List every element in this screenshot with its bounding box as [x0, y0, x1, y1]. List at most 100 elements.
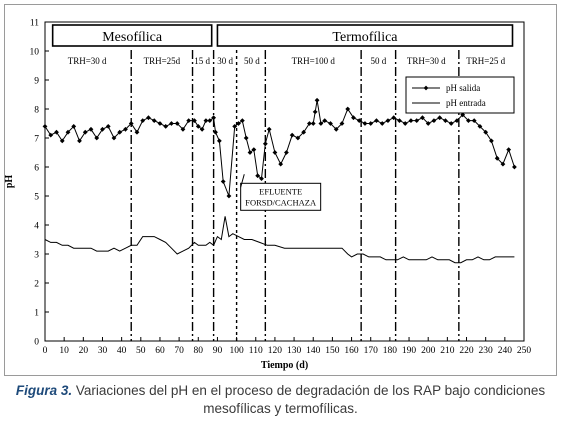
x-tick-label: 40 — [117, 346, 127, 356]
x-tick-label: 20 — [79, 346, 89, 356]
period-label: 50 d — [244, 56, 260, 66]
data-point — [134, 129, 140, 135]
data-point — [310, 121, 316, 126]
series-line — [44, 100, 515, 197]
legend-box — [405, 76, 515, 114]
data-point — [448, 121, 454, 126]
data-point — [500, 161, 506, 167]
data-point — [397, 118, 402, 123]
x-tick-label: 230 — [479, 346, 494, 356]
data-point — [94, 135, 100, 141]
phase-box — [216, 24, 514, 47]
legend-entry: pH salida — [446, 83, 480, 93]
data-point — [318, 121, 324, 126]
data-point — [339, 121, 345, 126]
data-point — [402, 121, 408, 126]
caption-text: Variaciones del pH en el proceso de degr… — [72, 383, 546, 416]
data-point — [226, 193, 232, 199]
phase-label: Termofílica — [332, 30, 398, 45]
data-point — [420, 115, 425, 121]
x-tick-label: 70 — [174, 346, 184, 356]
x-tick-label: 50 — [136, 346, 146, 356]
data-point — [278, 161, 284, 167]
x-tick-label: 140 — [306, 346, 321, 356]
period-label: TRH=30 d — [407, 56, 446, 66]
data-point — [272, 150, 278, 155]
data-point — [295, 135, 301, 141]
x-tick-label: 100 — [229, 346, 244, 356]
period-label: 30 d — [217, 56, 233, 66]
data-point — [239, 118, 245, 123]
phase-box — [51, 24, 213, 47]
figure-label: Figura 3. — [15, 383, 73, 398]
y-tick-label: 0 — [34, 338, 39, 348]
data-point — [345, 106, 351, 112]
annotation-text: EFLUENTE — [259, 186, 302, 196]
chart-frame — [4, 4, 557, 376]
data-point — [232, 124, 238, 129]
annotation-text: FORSD/CACHAZA — [245, 197, 317, 207]
y-tick-label: 4 — [34, 222, 39, 232]
x-tick-label: 130 — [287, 346, 302, 356]
y-tick-label: 7 — [34, 135, 39, 145]
data-point — [157, 121, 163, 126]
data-point — [77, 138, 82, 144]
period-label: TRH=30 d — [68, 56, 107, 66]
data-point — [454, 118, 460, 123]
x-tick-label: 110 — [249, 346, 263, 356]
data-point — [425, 121, 431, 126]
data-point — [59, 138, 65, 144]
data-point — [314, 97, 320, 103]
data-point — [437, 115, 443, 121]
legend-entry: pH entrada — [446, 98, 486, 108]
x-tick-label: 210 — [440, 346, 455, 356]
data-point — [251, 147, 257, 152]
x-tick-label: 170 — [364, 346, 379, 356]
series-line — [44, 216, 515, 264]
data-point — [284, 150, 289, 155]
data-point — [105, 124, 111, 129]
data-point — [207, 118, 213, 123]
x-tick-label: 160 — [344, 346, 359, 356]
data-point — [312, 109, 318, 115]
y-axis-label: pH — [4, 175, 15, 189]
data-point — [216, 138, 222, 144]
x-tick-label: 30 — [98, 346, 108, 356]
x-tick-label: 10 — [59, 346, 69, 356]
data-point — [111, 135, 117, 141]
data-point — [408, 118, 414, 123]
data-point — [54, 129, 59, 135]
data-point — [506, 147, 512, 152]
data-point — [414, 118, 420, 123]
data-point — [262, 141, 268, 147]
y-tick-label: 3 — [34, 251, 39, 261]
phase-label: Mesofílica — [102, 30, 163, 45]
data-point — [385, 118, 391, 123]
data-point — [266, 126, 272, 132]
x-tick-label: 200 — [421, 346, 436, 356]
period-label: 50 d — [371, 56, 387, 66]
data-point — [243, 135, 249, 141]
y-tick-label: 10 — [30, 48, 40, 58]
legend-marker — [423, 85, 429, 91]
y-tick-label: 6 — [34, 164, 39, 174]
data-point — [328, 121, 333, 126]
y-tick-label: 1 — [34, 309, 39, 319]
data-point — [82, 129, 88, 135]
data-point — [211, 115, 217, 121]
data-point — [169, 121, 174, 126]
data-point — [431, 118, 437, 123]
plot-border — [44, 21, 525, 342]
data-point — [163, 124, 169, 129]
data-point — [100, 126, 105, 132]
annotation-box — [240, 182, 322, 211]
figure-caption: Figura 3. Variaciones del pH en el proce… — [0, 382, 561, 418]
y-tick-label: 5 — [34, 193, 39, 203]
data-point — [333, 126, 339, 132]
data-point — [307, 121, 312, 126]
y-tick-label: 11 — [30, 19, 39, 29]
data-point — [322, 118, 328, 123]
data-point — [368, 121, 374, 126]
data-point — [483, 129, 489, 135]
